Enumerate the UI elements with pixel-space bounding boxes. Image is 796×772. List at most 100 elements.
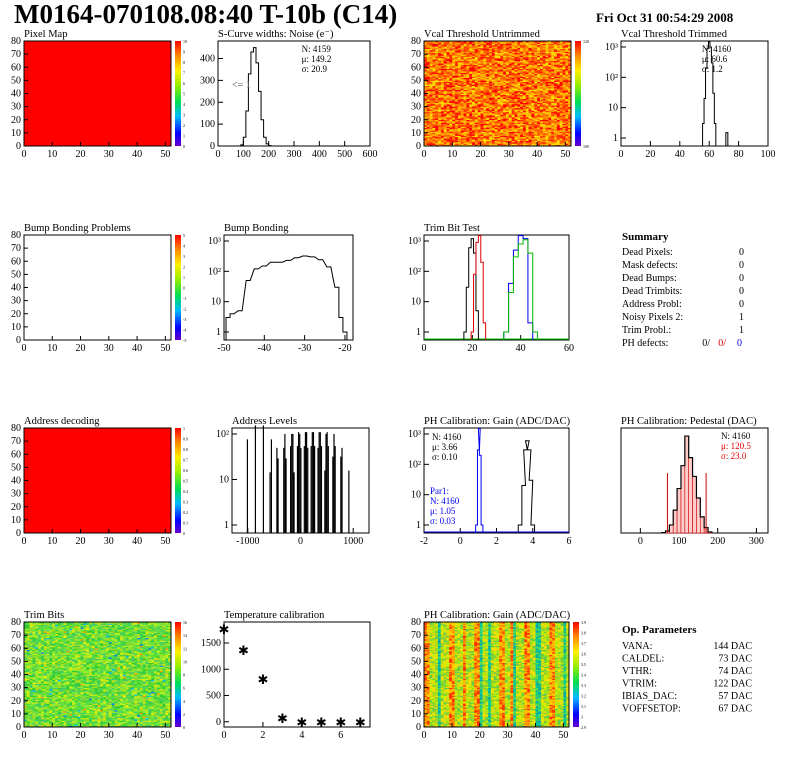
map-cell [503,113,507,115]
map-cell [424,80,428,82]
map-cell [525,127,529,130]
map-cell [559,127,563,130]
map-cell [545,79,549,81]
map-cell [511,115,515,118]
map-cell [534,115,538,118]
map-cell [542,101,546,103]
map-cell [452,93,456,96]
map-cell [443,43,447,46]
map-cell [480,105,484,107]
map-cell [35,653,39,656]
x-tick-label: -30 [298,343,311,354]
map-cell [472,43,476,46]
map-cell [517,138,521,140]
map-cell [559,97,563,100]
map-cell [452,92,456,94]
map-cell [568,144,571,146]
map-cell [520,98,524,101]
map-cell [472,79,476,81]
map-cell [26,683,30,686]
map-cell [548,131,552,134]
map-cell [452,81,456,84]
map-cell [548,98,552,101]
map-cell [531,98,535,101]
map-cell [489,84,493,86]
map-cell [466,143,470,145]
map-cell [24,649,28,652]
map-cell [429,42,433,44]
map-cell [486,42,490,44]
map-cell [474,76,479,79]
map-cell [24,698,28,700]
map-cell [548,46,552,48]
map-cell [528,84,532,86]
map-cell [35,694,39,696]
map-cell [463,110,467,113]
map-cell [511,113,515,115]
map-cell [440,46,445,48]
map-cell [26,652,30,654]
map-cell [534,96,538,98]
map-cell [500,131,504,134]
panel-title: Vcal Threshold Untrimmed [424,29,541,40]
map-cell [520,139,524,142]
map-cell [542,94,546,97]
map-cell [531,41,535,43]
map-cell [474,125,479,127]
map-cell [548,135,552,138]
map-cell [559,75,563,77]
map-cell [534,136,538,139]
map-cell [486,102,490,105]
map-cell [514,85,518,88]
map-cell [537,62,541,64]
map-cell [489,55,493,58]
map-cell [35,720,39,723]
map-cell [500,144,504,146]
map-cell [545,107,549,110]
map-cell [551,131,555,134]
map-cell [545,71,549,73]
map-cell [520,97,524,100]
map-cell [505,92,510,94]
map-cell [466,122,470,124]
map-cell [424,86,428,89]
map-cell [460,140,464,143]
map-cell [491,89,495,92]
map-cell [562,58,566,60]
map-cell [472,100,476,102]
map-cell [528,67,532,69]
map-cell [455,131,459,134]
map-cell [497,56,501,59]
map-cell [463,107,467,110]
map-cell [477,59,481,61]
map-cell [556,110,560,113]
map-cell [565,90,569,93]
map-cell [29,720,33,723]
stat-line-par1: Par1: [430,486,449,496]
map-cell [514,98,518,101]
map-cell [477,135,481,138]
map-cell [429,83,433,85]
map-cell [474,106,479,109]
map-cell [528,113,532,115]
map-cell [29,645,33,648]
map-cell [483,107,487,110]
map-cell [32,644,36,646]
map-cell [565,80,569,82]
map-cell [545,94,549,97]
map-cell [500,126,504,128]
map-cell [486,55,490,58]
map-cell [477,89,481,92]
map-cell [443,55,447,58]
map-cell [514,46,518,48]
map-cell [469,48,473,51]
map-cell [426,50,430,52]
map-cell [29,725,33,727]
map-cell [514,142,518,144]
map-cell [500,69,504,72]
map-cell [443,54,447,56]
map-cell [491,111,495,114]
map-cell [500,143,504,145]
map-cell [486,97,490,100]
map-cell [32,665,36,667]
